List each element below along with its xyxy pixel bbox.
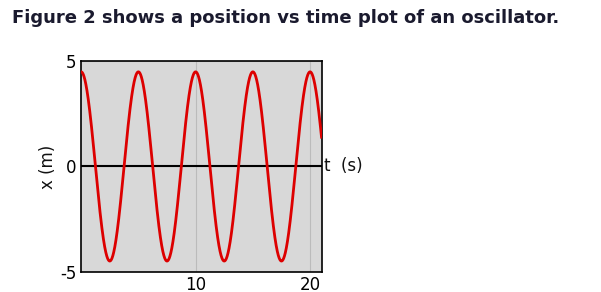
Y-axis label: x (m): x (m) [39, 144, 57, 189]
Text: t  (s): t (s) [324, 157, 362, 175]
Text: Figure 2 shows a position vs time plot of an oscillator.: Figure 2 shows a position vs time plot o… [12, 9, 560, 27]
